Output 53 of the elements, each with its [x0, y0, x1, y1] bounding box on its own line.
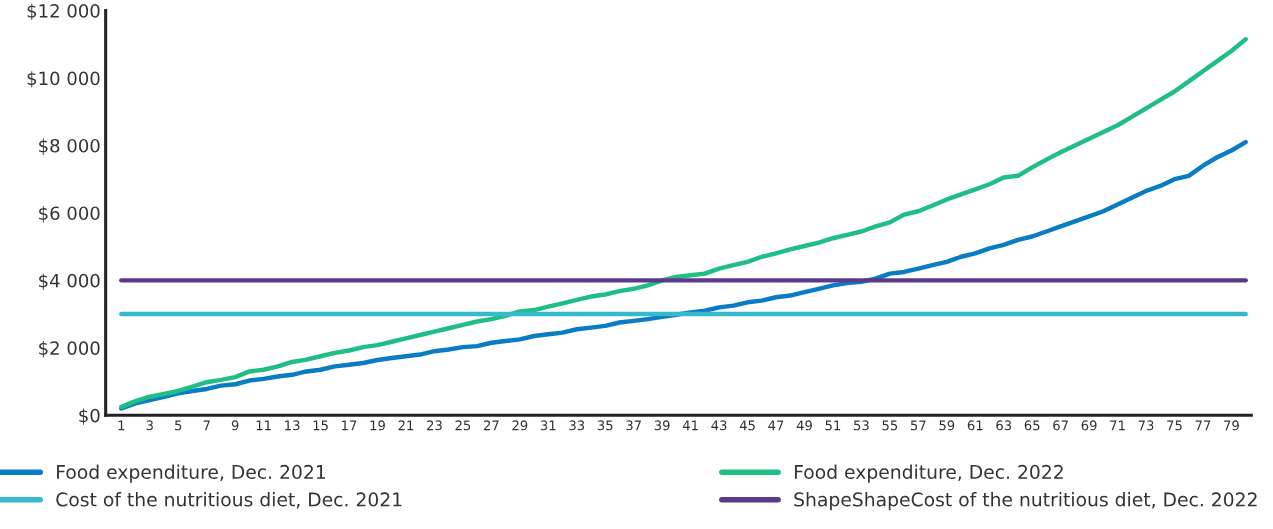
x-tick-label: 41	[682, 420, 698, 431]
x-tick-label: 35	[597, 420, 613, 431]
x-tick-label: 65	[1024, 420, 1040, 431]
x-tick-label: 63	[996, 420, 1012, 431]
legend-label: Food expenditure, Dec. 2021	[57, 464, 326, 483]
x-tick-label: 19	[370, 420, 385, 431]
x-tick-label: 53	[854, 420, 869, 431]
x-tick-label: 5	[175, 420, 182, 431]
x-tick-label: 25	[455, 420, 471, 431]
y-tick-label: $0	[79, 408, 100, 425]
x-tick-label: 75	[1167, 420, 1182, 431]
y-tick-label: $6 000	[39, 206, 100, 223]
x-tick-label: 23	[427, 420, 442, 431]
x-tick-label: 15	[313, 420, 328, 431]
x-tick-label: 47	[768, 420, 784, 431]
y-tick-label: $8 000	[39, 138, 100, 155]
x-tick-label: 1	[118, 420, 125, 431]
y-tick-label: $2 000	[39, 340, 100, 358]
line-series	[119, 37, 1248, 410]
x-tick-label: 43	[711, 420, 727, 431]
x-tick-label: 55	[882, 420, 898, 431]
x-tick-label: 17	[342, 420, 357, 431]
legend-label: ShapeShapeCost of the nutritious diet, Dec. 2022	[794, 492, 1257, 511]
x-tick-label: 39	[654, 420, 670, 431]
x-tick-label: 77	[1195, 420, 1211, 431]
x-tick-label: 21	[398, 420, 414, 431]
legend-label: Cost of the nutritious diet, Dec. 2021	[56, 492, 402, 509]
x-tick-label: 73	[1138, 420, 1154, 431]
x-tick-label: 7	[203, 420, 210, 431]
x-tick-label: 79	[1224, 420, 1239, 431]
x-tick-label: 51	[825, 420, 841, 431]
x-tick-label: 49	[796, 420, 812, 431]
x-tick-label: 67	[1053, 420, 1068, 431]
x-tick-label: 71	[1110, 420, 1125, 431]
x-tick-label: 3	[146, 420, 153, 431]
x-tick-label: 57	[910, 420, 926, 431]
y-tick-label: $4 000	[39, 273, 100, 290]
x-tick-label: 37	[626, 420, 641, 431]
x-tick-label: 33	[569, 420, 585, 431]
y-tick-label: $12 000	[27, 3, 100, 21]
x-tick-label: 31	[540, 420, 556, 431]
line-series	[119, 139, 1248, 411]
x-tick-label: 9	[231, 420, 239, 431]
y-tick-label: $10 000	[27, 71, 100, 88]
legend-label: Food expenditure, Dec. 2022	[794, 464, 1063, 483]
x-tick-label: 13	[285, 420, 300, 431]
x-tick-label: 29	[512, 420, 528, 431]
x-tick-label: 27	[483, 420, 499, 431]
x-tick-label: 61	[967, 420, 983, 431]
x-tick-label: 69	[1081, 420, 1097, 431]
x-tick-label: 11	[256, 420, 271, 431]
x-tick-label: 45	[739, 420, 755, 431]
x-tick-label: 59	[939, 420, 955, 431]
